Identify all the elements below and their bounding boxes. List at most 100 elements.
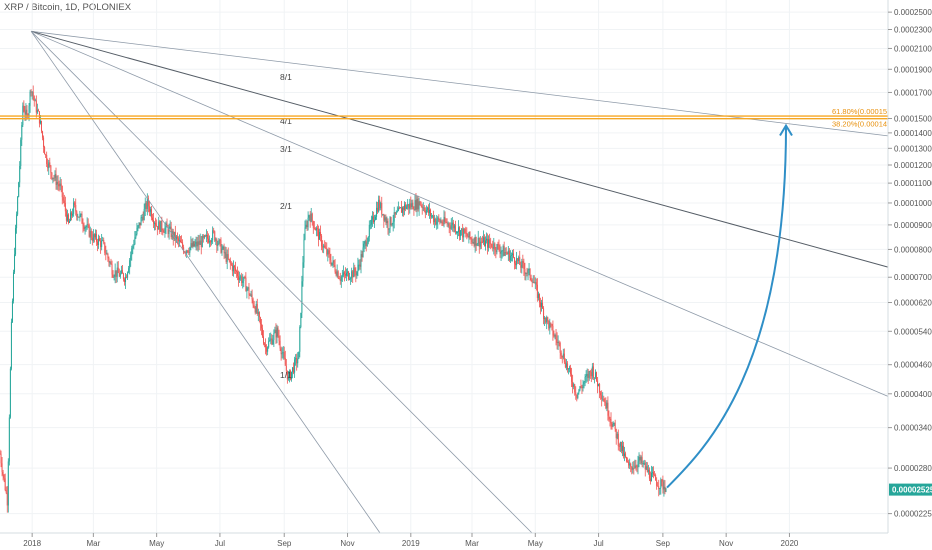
candle-body (663, 486, 665, 490)
candle (538, 293, 540, 308)
candle (275, 323, 277, 344)
candle-body (409, 203, 411, 209)
candle-body (112, 274, 114, 278)
candle-body (559, 342, 561, 353)
candle (48, 159, 50, 175)
candle-body (338, 278, 340, 280)
candle (92, 229, 94, 243)
candle-body (49, 162, 51, 166)
candle (240, 274, 242, 281)
candle-body (170, 226, 172, 238)
candle-body (190, 243, 192, 248)
candle-body (189, 247, 191, 253)
candle-body (522, 261, 524, 264)
candle (251, 289, 253, 304)
candle (546, 315, 548, 330)
candle (497, 241, 499, 250)
candle-body (648, 469, 650, 479)
candle-body (336, 271, 338, 276)
candle-body (245, 277, 247, 292)
candle (187, 250, 189, 254)
candle (82, 218, 84, 233)
time-tick-label: 2020 (781, 539, 799, 548)
candle-body (249, 295, 251, 297)
candle (88, 223, 90, 238)
candle (55, 167, 57, 190)
candle-body (549, 323, 551, 329)
candle-body (573, 384, 575, 387)
candle-body (82, 223, 84, 227)
candle-body (121, 270, 123, 274)
candle-body (544, 317, 546, 320)
candle-body (156, 225, 158, 227)
candle-body (285, 365, 287, 371)
candle (489, 233, 491, 249)
candle (166, 218, 168, 228)
candle-body (408, 204, 410, 209)
candle-body (603, 398, 605, 402)
candle-body (53, 177, 55, 179)
candle-body (300, 312, 302, 327)
candle (61, 185, 63, 205)
candle-body (159, 221, 161, 232)
candle-body (443, 216, 445, 224)
candle (484, 236, 486, 251)
candle (128, 265, 130, 274)
candle-body (414, 200, 416, 211)
candle (664, 480, 666, 495)
candle-body (24, 111, 26, 115)
candle (641, 451, 643, 468)
candle-body (314, 228, 316, 231)
fibonacci-levels: 61.80%(0.00015179) 38.20%(0.00014987) (0, 107, 903, 129)
candle (105, 245, 107, 261)
candle (516, 251, 518, 270)
candle (404, 201, 406, 216)
candle-body (266, 347, 268, 352)
candle-body (15, 228, 17, 255)
candle (442, 219, 444, 227)
candle-body (345, 272, 347, 276)
candle (64, 196, 66, 217)
candle-body (423, 207, 425, 211)
candle (571, 367, 573, 387)
candle (136, 222, 138, 236)
candle (380, 201, 382, 211)
candle (517, 258, 519, 264)
time-axis[interactable]: 2018 Mar May Jul Sep Nov 2019 Mar May Jul Sep Nov 20… (0, 532, 888, 548)
candle-body (214, 231, 216, 241)
candle (585, 370, 587, 384)
candle (84, 225, 86, 235)
candle-body (571, 373, 573, 382)
time-tick-label: Mar (465, 539, 479, 548)
candle (116, 261, 118, 283)
candle (561, 355, 563, 364)
candle-body (134, 237, 136, 245)
candle (122, 272, 124, 282)
fib-label: 61.80%(0.00015179) (832, 107, 903, 116)
candle (97, 238, 99, 252)
candle-body (236, 270, 238, 272)
candle-body (147, 198, 149, 207)
candle-body (575, 392, 577, 395)
candle (510, 252, 512, 262)
candle (194, 239, 196, 248)
candle-body (387, 220, 389, 230)
candle (444, 211, 446, 225)
candle (262, 330, 264, 346)
candle-body (9, 368, 11, 418)
candle-body (158, 221, 160, 230)
candle-body (114, 270, 116, 277)
candle (141, 213, 143, 222)
candle (582, 379, 584, 392)
candle-body (631, 466, 633, 470)
candle (531, 278, 533, 288)
candle-body (588, 371, 590, 378)
candle (49, 157, 51, 168)
candle-body (628, 461, 630, 466)
candle (99, 235, 101, 242)
candle-body (532, 281, 534, 283)
